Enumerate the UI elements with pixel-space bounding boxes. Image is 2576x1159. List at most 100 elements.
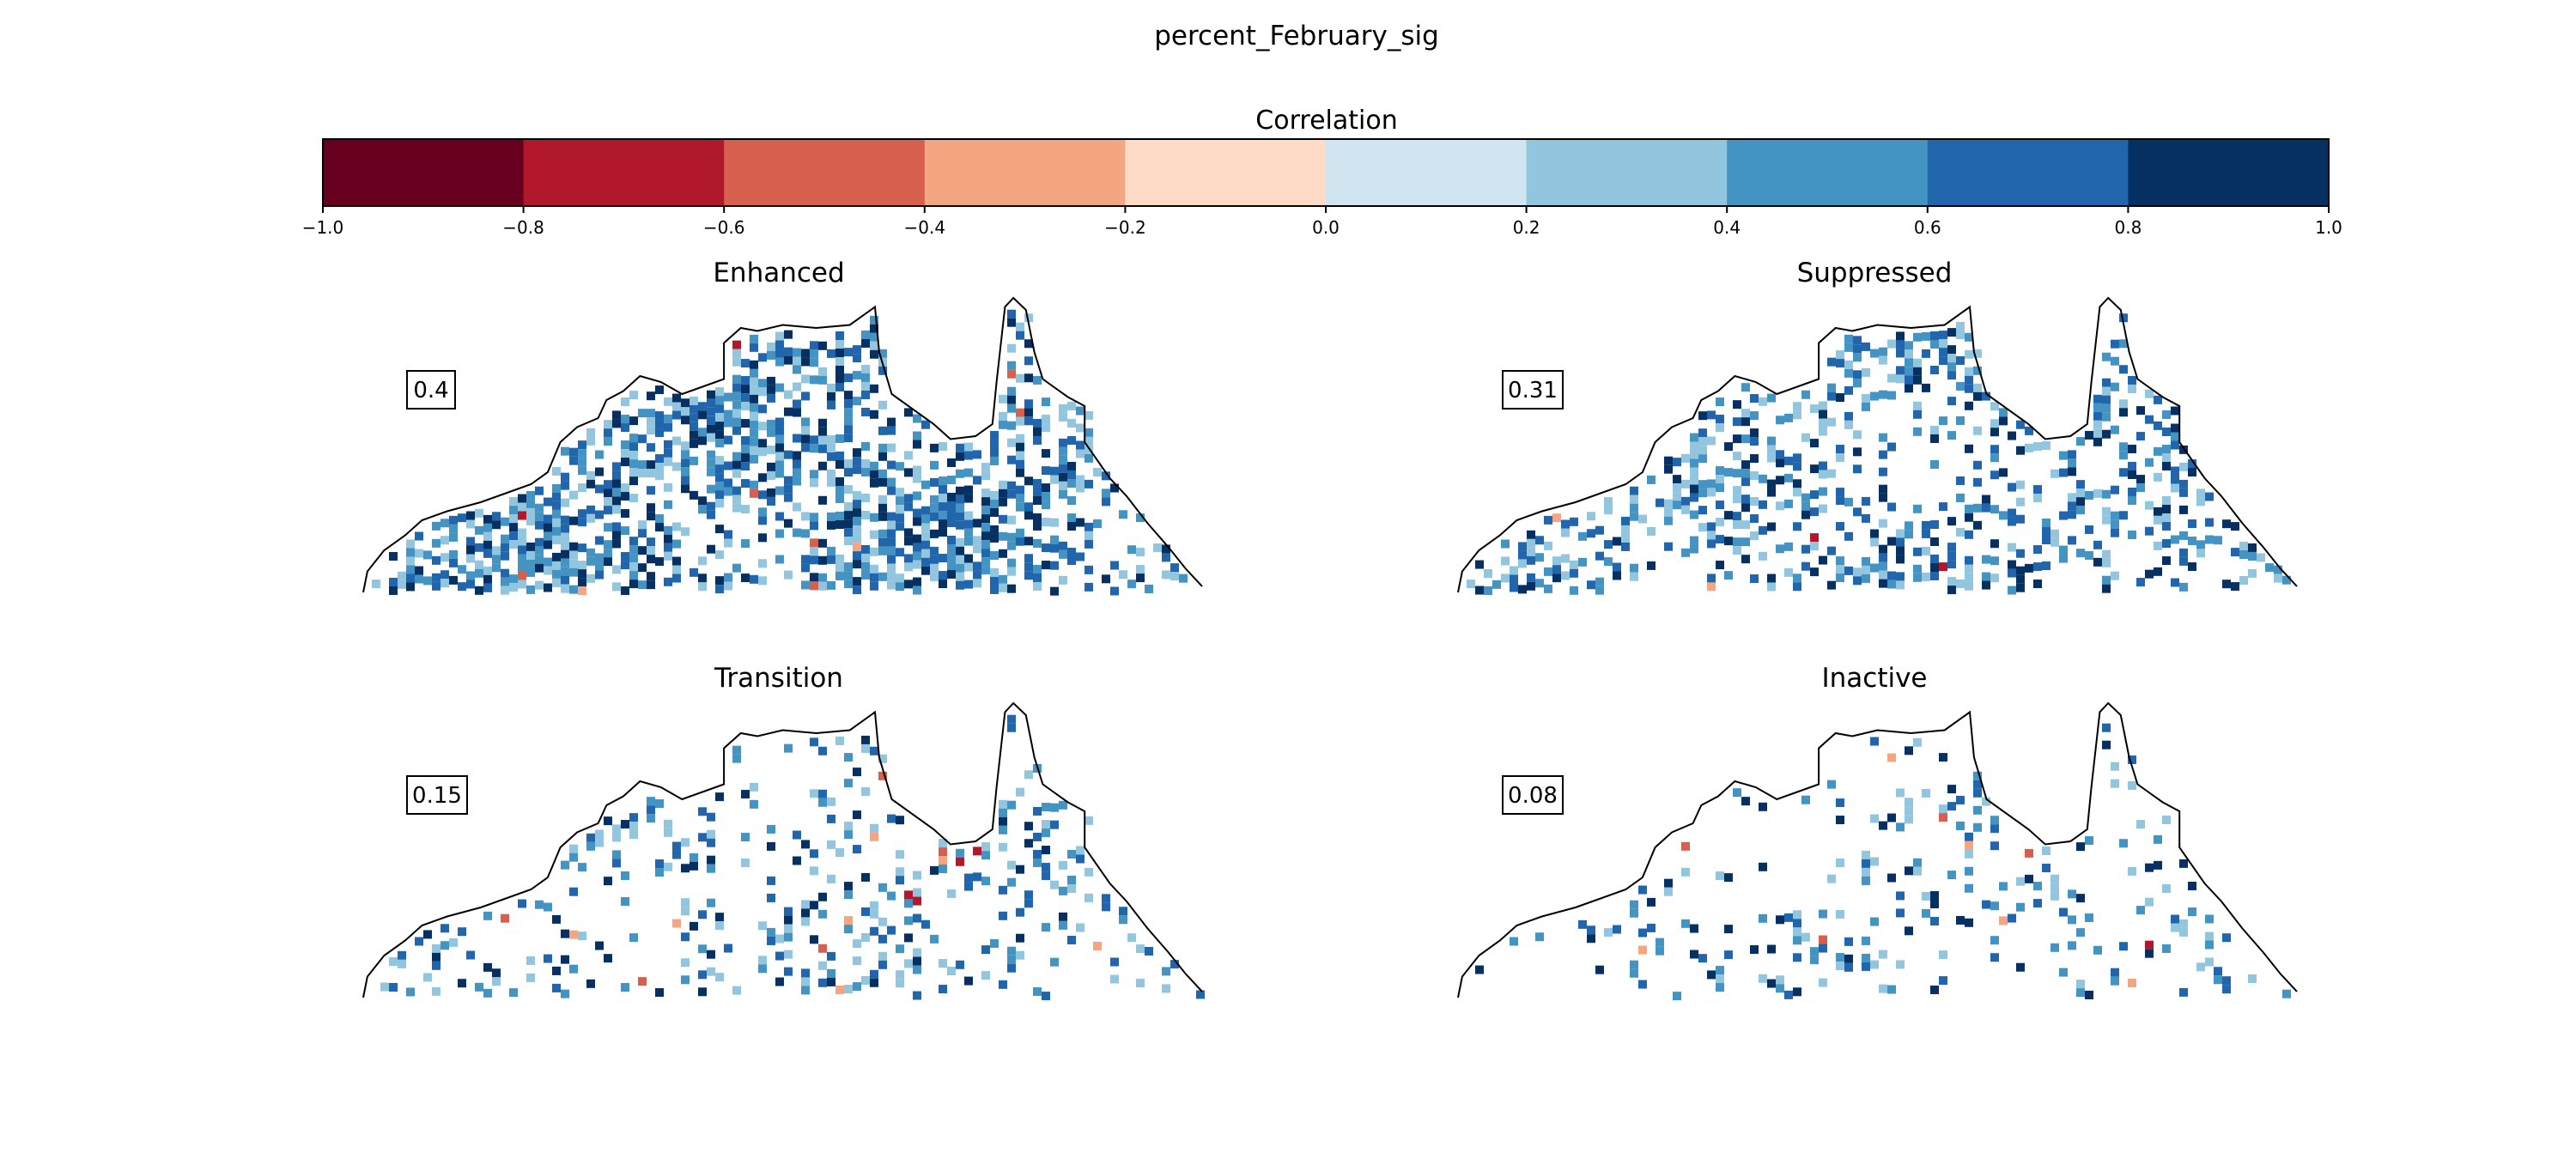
grid-cell (1059, 549, 1067, 559)
grid-cell (1913, 564, 1922, 573)
grid-cell (1042, 518, 1050, 527)
grid-cell (1527, 581, 1535, 591)
grid-cell (1947, 543, 1956, 552)
grid-cell (1647, 923, 1656, 932)
grid-cell (939, 856, 947, 865)
grid-cell (784, 967, 793, 976)
grid-cell (1024, 476, 1033, 486)
grid-cell (999, 816, 1007, 826)
grid-cell (1836, 350, 1844, 360)
grid-cell (1741, 409, 1750, 418)
grid-cell (1930, 537, 1939, 546)
grid-cell (2016, 574, 2025, 584)
grid-cell (939, 502, 947, 512)
grid-cell (767, 488, 775, 497)
grid-cell (655, 557, 664, 567)
grid-cell (690, 490, 698, 500)
grid-cell (432, 581, 440, 591)
grid-cell (990, 550, 999, 560)
grid-cell (835, 373, 844, 383)
grid-cell (2171, 423, 2179, 433)
grid-cell (1016, 787, 1024, 797)
grid-cell (818, 581, 827, 591)
grid-cell (1136, 565, 1145, 574)
grid-cell (1067, 402, 1076, 411)
grid-cell (518, 537, 526, 546)
grid-cell (844, 468, 853, 477)
grid-cell (1836, 522, 1844, 531)
grid-cell (999, 885, 1007, 895)
grid-cell (999, 911, 1007, 920)
grid-cell (2059, 451, 2068, 460)
grid-cell (612, 410, 621, 420)
grid-cell (758, 516, 767, 525)
grid-cell (1759, 551, 1767, 561)
grid-cell (1913, 427, 1922, 436)
grid-cell (1896, 822, 1905, 832)
grid-cell (578, 586, 586, 596)
grid-cell (432, 944, 440, 953)
grid-cell (372, 580, 380, 589)
grid-cell (1965, 581, 1973, 591)
grid-cell (870, 823, 878, 833)
grid-cell (870, 315, 878, 325)
grid-cell (612, 850, 621, 859)
grid-cell (586, 841, 595, 851)
grid-cell (664, 457, 672, 466)
grid-cell (904, 451, 913, 460)
grid-cell (621, 458, 629, 467)
grid-cell (1956, 795, 1965, 804)
grid-cell (1836, 859, 1844, 868)
grid-cell (939, 476, 947, 486)
grid-cell (844, 562, 853, 572)
grid-cell (707, 510, 715, 519)
grid-cell (1733, 788, 1741, 798)
grid-cell (1784, 499, 1793, 508)
grid-cell (732, 383, 741, 392)
grid-cell (921, 480, 930, 489)
grid-cell (835, 511, 844, 520)
grid-cell (1587, 925, 1595, 935)
colorbar-tick-label: 1.0 (2315, 217, 2342, 238)
grid-cell (690, 396, 698, 405)
grid-cell (1862, 876, 1870, 885)
grid-cell (930, 503, 939, 513)
grid-cell (544, 531, 552, 541)
grid-cell (1853, 370, 1862, 379)
grid-cell (518, 899, 526, 908)
grid-cell (1973, 788, 1982, 798)
grid-cell (758, 439, 767, 448)
grid-cell (2179, 919, 2188, 928)
grid-cell (1905, 384, 1913, 393)
grid-cell (939, 554, 947, 563)
grid-cell (1982, 580, 1990, 590)
grid-cell (1990, 539, 1999, 549)
grid-cell (621, 423, 629, 433)
grid-cell (1999, 511, 2008, 520)
grid-cell (853, 810, 861, 820)
grid-cell (1896, 537, 1905, 547)
grid-cell (707, 967, 715, 976)
grid-cell (921, 549, 930, 558)
grid-cell (1535, 579, 1544, 588)
grid-cell (896, 462, 904, 471)
grid-cell (1067, 522, 1076, 531)
grid-cell (1759, 500, 1767, 509)
grid-cell (552, 966, 561, 975)
grid-cell (535, 486, 544, 495)
grid-cell (664, 440, 672, 449)
grid-cell (1535, 536, 1544, 545)
grid-cell (2076, 497, 2085, 507)
grid-cell (964, 511, 973, 520)
grid-cell (835, 476, 844, 486)
grid-cell (1905, 746, 1913, 755)
grid-cell (1033, 806, 1042, 816)
grid-cell (1561, 519, 1570, 529)
grid-cell (1913, 375, 1922, 385)
grid-cell (1007, 309, 1016, 319)
grid-cell (853, 491, 861, 501)
grid-cell (1767, 488, 1776, 497)
grid-cell (956, 520, 964, 530)
grid-cell (1776, 975, 1784, 985)
grid-cell (861, 493, 870, 502)
